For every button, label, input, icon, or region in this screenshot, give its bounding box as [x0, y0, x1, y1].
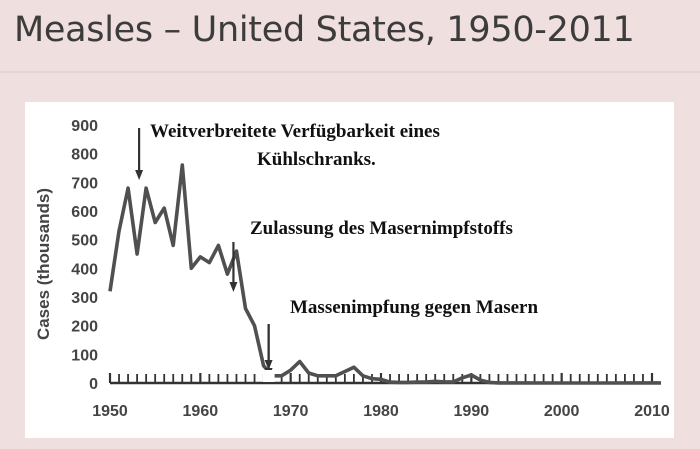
annotation-arrow-head: [135, 170, 144, 180]
x-tick-label: 1950: [92, 403, 128, 420]
x-tick-label: 1980: [363, 403, 399, 420]
y-tick-label: 700: [71, 175, 98, 192]
x-tick-label: 2000: [544, 403, 580, 420]
y-tick-label: 100: [71, 347, 98, 364]
x-tick-label: 1970: [273, 403, 309, 420]
annotation-arrow-head: [264, 360, 273, 370]
y-tick-label: 600: [71, 204, 98, 221]
y-tick-label: 0: [89, 376, 98, 393]
x-tick-label: 1960: [183, 403, 219, 420]
annotation-gap: [262, 370, 275, 382]
annotation-text-refrigeration: Kühlschranks.: [257, 149, 376, 170]
x-tick-label: 2010: [634, 403, 670, 420]
series-line: [108, 163, 662, 385]
y-tick-label: 200: [71, 319, 98, 336]
annotation-text-refrigeration: Weitverbreitete Verfügbarkeit eines: [150, 121, 440, 142]
annotation-text-mass-vaccination: Massenimpfung gegen Masern: [290, 297, 538, 318]
y-tick-label: 800: [71, 147, 98, 164]
annotation-arrow-head: [229, 282, 238, 292]
chart-panel: Cases (thousands) 0 100 200 300 400 500 600 700 8…: [25, 102, 674, 438]
y-axis-title: Cases (thousands): [34, 188, 53, 340]
header-divider: [0, 71, 700, 73]
annotation-gap: [136, 180, 143, 184]
measles-chart: Cases (thousands) 0 100 200 300 400 500 600 700 8…: [34, 118, 670, 420]
y-tick-label: 300: [71, 290, 98, 307]
y-tick-label: 400: [71, 261, 98, 278]
page-title: Measles – United States, 1950-2011: [14, 10, 635, 50]
x-tick-label: 1990: [454, 403, 490, 420]
annotation-text-vaccine-licensed: Zulassung des Masernimpfstoffs: [250, 218, 513, 239]
y-tick-label: 500: [71, 233, 98, 250]
y-tick-label: 900: [71, 118, 98, 135]
